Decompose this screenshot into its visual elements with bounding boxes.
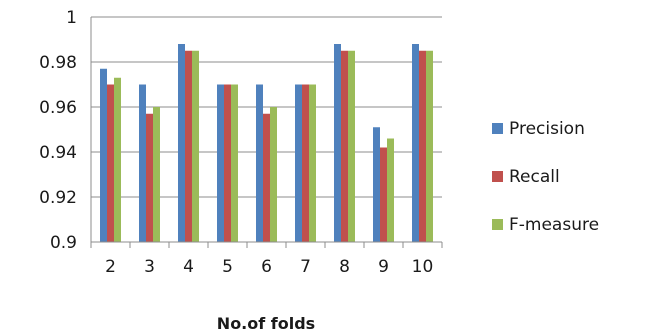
bar-f-measure-7 [309, 84, 316, 242]
y-tick-label: 0.9 [50, 233, 77, 253]
bar-f-measure-10 [426, 50, 433, 242]
bar-recall-4 [185, 50, 192, 242]
bar-recall-9 [380, 147, 387, 242]
y-tick-label: 0.92 [39, 188, 77, 208]
bar-precision-4 [178, 44, 185, 242]
bars [100, 44, 433, 242]
bar-precision-7 [295, 84, 302, 242]
bar-f-measure-4 [192, 50, 199, 242]
x-tick-label: 2 [105, 257, 116, 277]
x-tick-label: 5 [222, 257, 233, 277]
x-tick-label: 9 [378, 257, 389, 277]
bar-recall-7 [302, 84, 309, 242]
x-tick-label: 3 [144, 257, 155, 277]
legend-label: Precision [509, 119, 585, 139]
bar-f-measure-3 [153, 107, 160, 242]
legend-swatch-precision [492, 123, 503, 134]
bar-precision-8 [334, 44, 341, 242]
bar-f-measure-9 [387, 138, 394, 242]
bar-f-measure-6 [270, 107, 277, 242]
x-tick-label: 6 [261, 257, 272, 277]
bar-precision-5 [217, 84, 224, 242]
y-tick-label: 0.94 [39, 143, 77, 163]
x-tick-label: 4 [183, 257, 194, 277]
bar-precision-2 [100, 68, 107, 242]
bar-recall-8 [341, 50, 348, 242]
legend-swatch-f-measure [492, 219, 503, 230]
axes [90, 17, 443, 248]
legend-swatch-recall [492, 171, 503, 182]
legend-label: Recall [509, 167, 560, 187]
legend-label: F-measure [509, 215, 599, 235]
x-axis-tick-labels: 2 3 4 5 6 7 8 9 10 [105, 257, 433, 277]
bar-f-measure-2 [114, 77, 121, 242]
bar-recall-6 [263, 113, 270, 242]
bar-recall-5 [224, 84, 231, 242]
bar-f-measure-5 [231, 84, 238, 242]
y-tick-label: 1 [66, 8, 77, 28]
bar-precision-10 [412, 44, 419, 242]
bar-precision-3 [139, 84, 146, 242]
bar-precision-9 [373, 127, 380, 242]
bar-recall-10 [419, 50, 426, 242]
bar-precision-6 [256, 84, 263, 242]
x-tick-label: 10 [412, 257, 434, 277]
y-tick-label: 0.98 [39, 53, 77, 73]
bar-f-measure-8 [348, 50, 355, 242]
x-axis-title: No.of folds [217, 314, 315, 333]
y-tick-label: 0.96 [39, 98, 77, 118]
legend: Precision Recall F-measure [492, 119, 599, 235]
x-tick-label: 7 [300, 257, 311, 277]
y-axis-tick-labels: 0.9 0.92 0.94 0.96 0.98 1 [39, 8, 77, 253]
bar-recall-2 [107, 84, 114, 242]
bar-recall-3 [146, 113, 153, 242]
x-tick-label: 8 [339, 257, 350, 277]
